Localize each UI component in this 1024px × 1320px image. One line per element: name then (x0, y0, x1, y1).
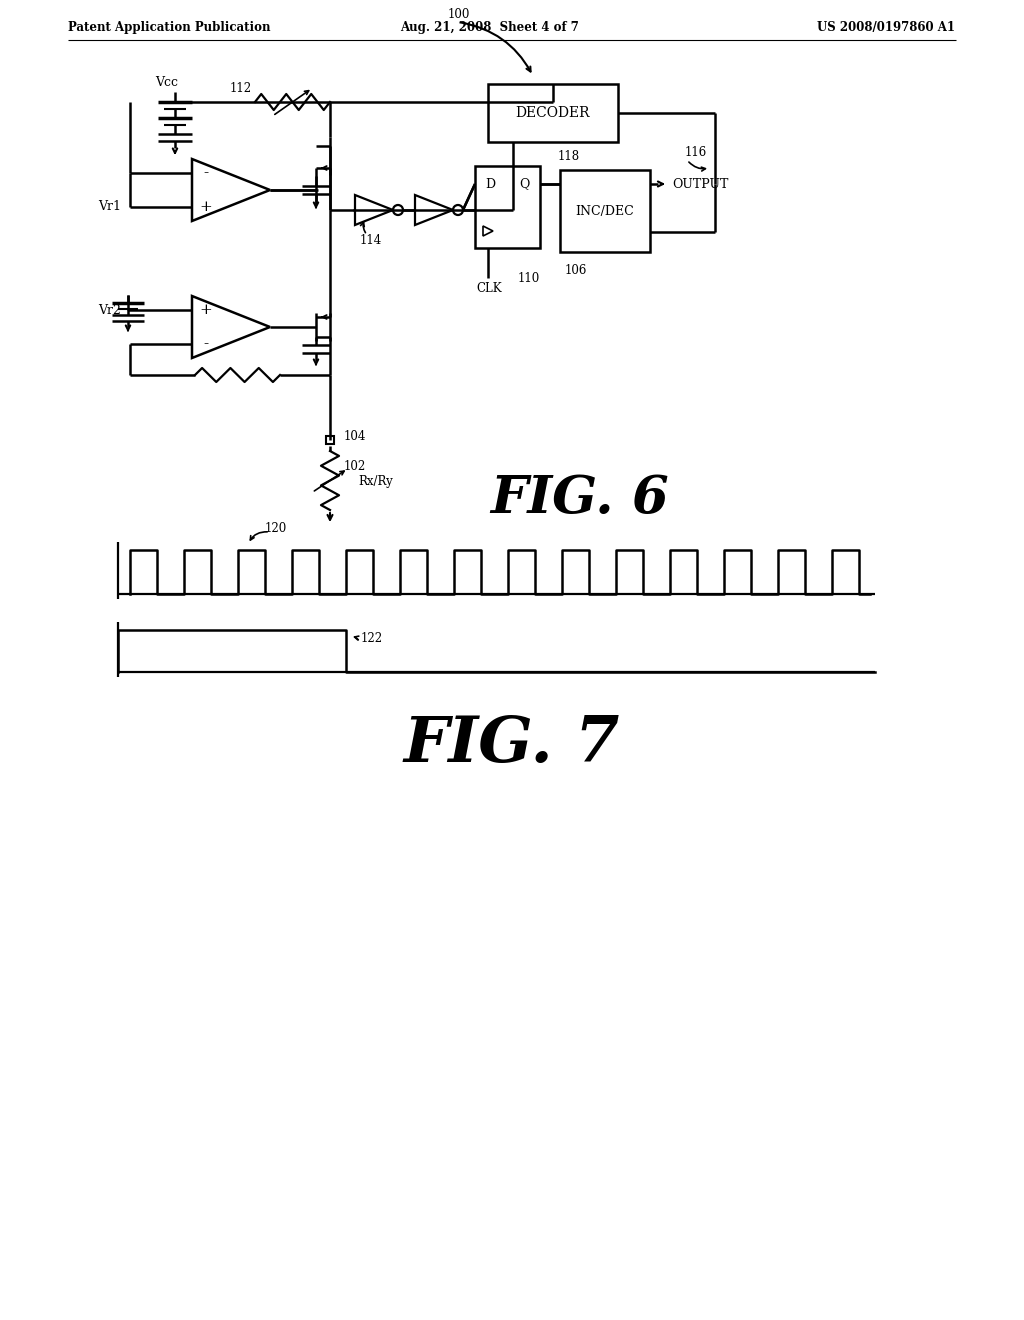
Text: 114: 114 (360, 234, 382, 247)
Text: DECODER: DECODER (516, 106, 590, 120)
Text: US 2008/0197860 A1: US 2008/0197860 A1 (817, 21, 955, 33)
Text: Aug. 21, 2008  Sheet 4 of 7: Aug. 21, 2008 Sheet 4 of 7 (400, 21, 579, 33)
Text: Rx/Ry: Rx/Ry (358, 474, 393, 487)
Text: Q: Q (519, 177, 530, 190)
Bar (326, 436, 334, 444)
Text: 104: 104 (344, 429, 367, 442)
Text: INC/DEC: INC/DEC (575, 205, 635, 218)
Text: D: D (485, 177, 496, 190)
Bar (560, 170, 650, 252)
Text: +: + (200, 304, 212, 317)
Text: Vr2: Vr2 (98, 304, 121, 317)
Text: CLK: CLK (476, 281, 502, 294)
Text: 116: 116 (685, 145, 708, 158)
Text: 122: 122 (361, 631, 383, 644)
Text: 100: 100 (449, 8, 470, 21)
Text: -: - (204, 337, 209, 351)
Text: FIG. 6: FIG. 6 (490, 473, 670, 524)
Text: FIG. 7: FIG. 7 (403, 714, 621, 776)
Text: -: - (204, 166, 209, 180)
Text: 118: 118 (558, 150, 581, 164)
Bar (475, 166, 540, 248)
Text: 120: 120 (265, 521, 288, 535)
Text: Vr1: Vr1 (98, 201, 121, 214)
Text: 112: 112 (230, 82, 252, 95)
Text: 102: 102 (344, 459, 367, 473)
Text: Patent Application Publication: Patent Application Publication (68, 21, 270, 33)
Text: 110: 110 (517, 272, 540, 285)
Text: Vcc: Vcc (155, 75, 178, 88)
Text: +: + (200, 201, 212, 214)
Text: OUTPUT: OUTPUT (672, 177, 728, 190)
Text: 106: 106 (565, 264, 588, 276)
Bar (488, 84, 618, 143)
